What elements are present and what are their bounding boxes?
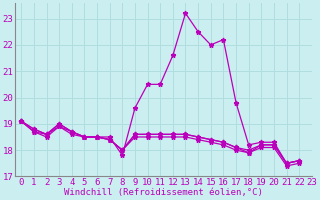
X-axis label: Windchill (Refroidissement éolien,°C): Windchill (Refroidissement éolien,°C) (64, 188, 263, 197)
